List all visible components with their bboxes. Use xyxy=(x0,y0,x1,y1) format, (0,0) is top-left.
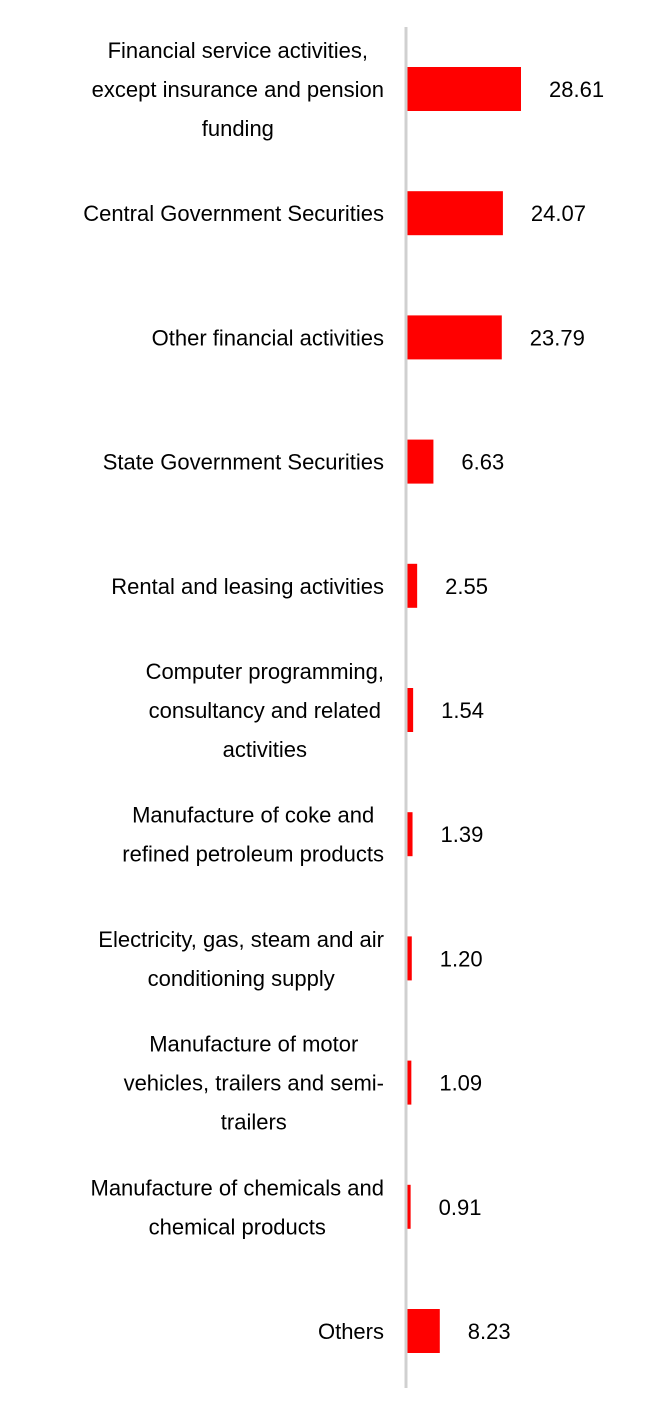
data-label: 23.79 xyxy=(530,325,585,350)
category-label: Manufacture of motor vehicles, trailers a… xyxy=(124,1032,384,1135)
bar xyxy=(407,1060,412,1105)
category-label-line: conditioning supply xyxy=(148,966,335,991)
category-label-line: vehicles, trailers and semi- xyxy=(124,1071,384,1096)
bar xyxy=(407,67,521,111)
category-label-line: Financial service activities, xyxy=(108,38,368,63)
category-label-line: Electricity, gas, steam and air xyxy=(98,927,384,952)
bar xyxy=(407,191,503,236)
category-label-line: Central Government Securities xyxy=(83,201,384,226)
data-label: 1.54 xyxy=(441,698,484,723)
category-label-line: Other financial activities xyxy=(152,325,384,350)
category-label: Computer programming, consultancy and rel… xyxy=(146,659,384,762)
category-label-line: activities xyxy=(223,737,307,762)
bar xyxy=(407,1309,440,1353)
category-label: Electricity, gas, steam and air condition… xyxy=(98,927,384,991)
data-label: 8.23 xyxy=(468,1319,511,1344)
data-label: 24.07 xyxy=(531,201,586,226)
category-label-line: except insurance and pension xyxy=(92,77,384,102)
bar xyxy=(407,812,413,857)
bar xyxy=(407,563,418,608)
data-label: 1.39 xyxy=(441,822,484,847)
category-label: Other financial activities xyxy=(152,325,384,350)
category-label: State Government Securities xyxy=(103,450,384,475)
bar xyxy=(407,1184,411,1229)
bar xyxy=(407,439,434,484)
category-label: Manufacture of coke and refined petroleum… xyxy=(122,803,384,867)
bar xyxy=(407,688,414,732)
bars-layer xyxy=(407,67,521,1353)
category-label-line: funding xyxy=(202,116,274,141)
data-label: 2.55 xyxy=(445,574,488,599)
data-label: 28.61 xyxy=(549,77,604,102)
category-label: Rental and leasing activities xyxy=(111,574,384,599)
data-label: 6.63 xyxy=(461,450,504,475)
labels-layer: 28.61 Financial service activities, except… xyxy=(83,38,604,1344)
category-label-line: Manufacture of chemicals and xyxy=(91,1175,385,1200)
category-label: Central Government Securities xyxy=(83,201,384,226)
bar xyxy=(407,936,412,981)
category-label-line: Others xyxy=(318,1319,384,1344)
category-label-line: trailers xyxy=(221,1110,287,1135)
category-label-line: Computer programming, xyxy=(146,659,384,684)
category-label: Manufacture of chemicals and chemical pro… xyxy=(91,1175,385,1239)
category-label: Financial service activities, except insu… xyxy=(92,38,384,141)
category-label-line: consultancy and related xyxy=(149,698,381,723)
category-label-line: Rental and leasing activities xyxy=(111,574,384,599)
category-label: Others xyxy=(318,1319,384,1344)
data-label: 0.91 xyxy=(439,1195,482,1220)
category-label-line: State Government Securities xyxy=(103,450,384,475)
category-label-line: Manufacture of coke and xyxy=(132,803,374,828)
data-label: 1.09 xyxy=(439,1071,482,1096)
data-label: 1.20 xyxy=(440,946,483,971)
bar xyxy=(407,315,502,360)
category-label-line: chemical products xyxy=(149,1214,326,1239)
category-label-line: refined petroleum products xyxy=(122,842,384,867)
category-label-line: Manufacture of motor xyxy=(149,1032,358,1057)
